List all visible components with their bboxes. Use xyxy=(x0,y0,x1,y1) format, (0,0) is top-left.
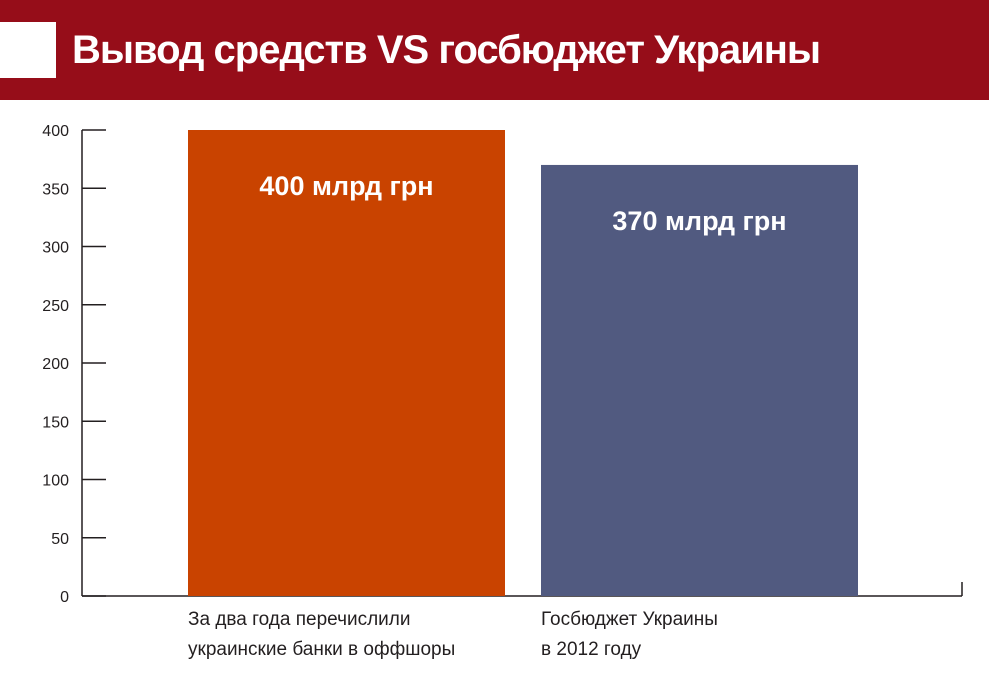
y-tick-label: 400 xyxy=(42,123,69,140)
x-category-label: Госбюджет Украины xyxy=(541,609,718,630)
bar xyxy=(541,164,858,596)
y-tick-label: 250 xyxy=(42,298,69,315)
y-tick-label: 150 xyxy=(42,414,69,431)
banner-square xyxy=(0,22,56,78)
y-tick-label: 100 xyxy=(42,473,69,490)
x-category-label: в 2012 году xyxy=(541,639,642,660)
y-tick-label: 350 xyxy=(42,181,69,198)
bar xyxy=(188,130,505,596)
chart-title: Вывод средств VS госбюджет Украины xyxy=(72,28,821,72)
bar-data-label: 400 млрд грн xyxy=(259,171,433,201)
y-tick-label: 50 xyxy=(51,531,69,548)
title-banner: Вывод средств VS госбюджет Украины xyxy=(0,0,989,100)
y-tick-label: 200 xyxy=(42,356,69,373)
y-tick-label: 0 xyxy=(60,589,69,606)
x-category-label: За два года перечислили xyxy=(188,609,411,630)
x-category-label: украинские банки в оффшоры xyxy=(188,639,455,660)
y-tick-label: 300 xyxy=(42,240,69,257)
bar-data-label: 370 млрд грн xyxy=(612,206,786,236)
